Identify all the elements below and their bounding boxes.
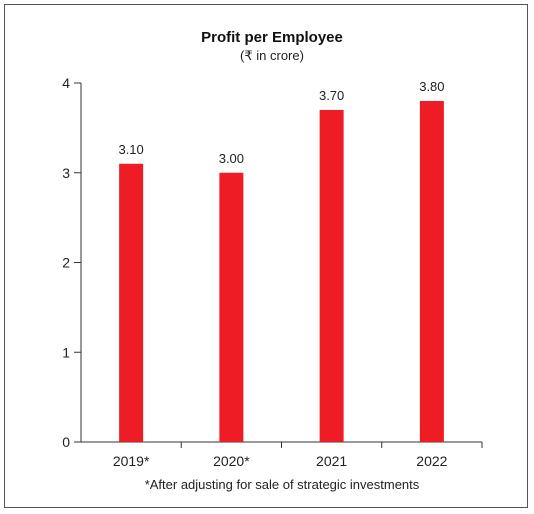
footnote: *After adjusting for sale of strategic i…: [145, 477, 420, 492]
y-tick-label: 3: [62, 165, 70, 181]
bar-1: [219, 172, 244, 442]
chart-subtitle: (₹ in crore): [240, 48, 304, 63]
data-labels: 3.10 3.00 3.70 3.80: [118, 79, 444, 166]
data-label-1: 3.00: [219, 151, 244, 166]
data-label-0: 3.10: [118, 142, 143, 157]
y-tick-label: 0: [62, 434, 70, 450]
y-tick-label: 4: [62, 75, 70, 91]
bars: [119, 100, 444, 443]
axes: 0 1 2 3 4 2019* 2020* 2021 2022: [62, 75, 483, 469]
x-tick-label-1: 2020*: [213, 453, 250, 469]
bar-3: [419, 100, 444, 442]
y-tick-label: 1: [62, 344, 70, 360]
x-tick-label-3: 2022: [416, 453, 447, 469]
x-tick-label-2: 2021: [316, 453, 347, 469]
data-label-3: 3.80: [419, 79, 444, 94]
y-tick-label: 2: [62, 255, 70, 271]
data-label-2: 3.70: [319, 88, 344, 103]
x-tick-label-0: 2019*: [113, 453, 150, 469]
chart-title: Profit per Employee: [201, 29, 343, 46]
bar-0: [119, 163, 144, 442]
bar-2: [319, 109, 344, 443]
